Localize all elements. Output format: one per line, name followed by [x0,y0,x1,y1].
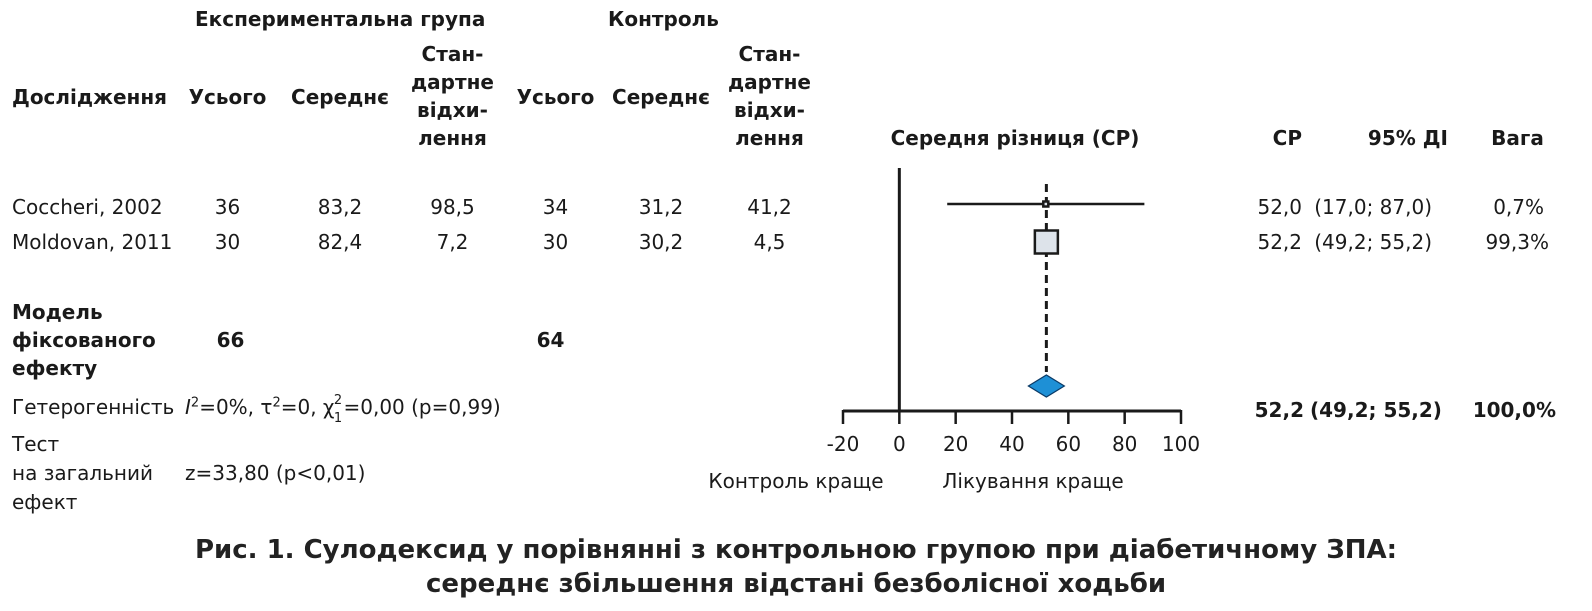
i2-symbol: I [185,395,191,419]
col-header-sd-exp-4: лення [418,126,487,150]
fixed-model-md: 52,2 [1254,398,1304,422]
row-2-sd-ctrl: 4,5 [753,230,786,254]
row-1-weight: 0,7% [1493,195,1544,219]
col-header-sd-ctrl-2: дартне [728,70,811,94]
x-tick-label: -20 [827,432,860,456]
study-estimate-box [1042,200,1050,208]
col-header-plot: Середня різниця (СР) [890,126,1140,150]
pooled-diamond [1027,374,1066,398]
x-tick-label: 100 [1162,432,1200,456]
col-header-mean-exp: Середнє [291,85,389,109]
overall-test-label-1: Тест [12,432,60,456]
col-header-sd-ctrl-4: лення [735,126,804,150]
fixed-model-label-2: фіксованого [12,328,156,352]
col-header-sd-ctrl-1: Стан- [738,42,801,66]
row-1-total-exp: 36 [214,195,241,219]
chi-value: =0,00 (p=0,99) [343,395,501,419]
col-header-total-exp: Усього [188,85,267,109]
x-tick-label: 80 [1112,432,1137,456]
i2-sup: 2 [190,395,200,411]
figure-caption-line-2: середнє збільшення відстані безболісної … [425,569,1167,599]
overall-test-label-3: ефект [12,490,78,514]
i2-value: =0%, [199,395,255,419]
col-header-study: Дослідження [12,85,168,109]
row-1-mean-ctrl: 31,2 [638,195,684,219]
study-estimate-box [1033,229,1060,255]
row-1-ci: (17,0; 87,0) [1314,195,1432,219]
fixed-model-total-exp: 66 [216,328,245,352]
chi-sub: 1 [333,411,343,426]
fixed-model-weight: 100,0% [1472,398,1556,422]
col-header-sd-exp-2: дартне [411,70,494,94]
fixed-model-label-3: ефекту [12,356,98,380]
row-2-sd-exp: 7,2 [436,230,469,254]
experimental-group-header: Експериментальна група [195,7,486,31]
row-2-weight: 99,3% [1485,230,1549,254]
col-header-total-ctrl: Усього [516,85,595,109]
col-header-sd-exp-1: Стан- [421,42,484,66]
col-header-sd-ctrl-3: відхи- [734,98,805,122]
right-direction-label: Лікування краще [942,469,1123,493]
x-tick-label: 0 [893,432,906,456]
fixed-model-label-1: Модель [12,300,103,324]
left-direction-label: Контроль краще [708,469,883,493]
row-1-total-ctrl: 34 [542,195,569,219]
chi-symbol: χ [322,395,335,419]
tau-symbol: τ [260,395,273,419]
row-1-study: Coccheri, 2002 [12,195,163,219]
row-1-sd-ctrl: 41,2 [747,195,792,219]
tau-value: =0, [280,395,317,419]
row-1-sd-exp: 98,5 [430,195,475,219]
col-header-ci: 95% ДІ [1367,126,1448,150]
fixed-model-ci: (49,2; 55,2) [1310,398,1442,422]
row-2-md: 52,2 [1257,230,1302,254]
control-group-header: Контроль [608,7,719,31]
row-2-ci: (49,2; 55,2) [1314,230,1432,254]
row-2-total-ctrl: 30 [542,230,569,254]
heterogeneity-stats: I2=0%, τ2=0, χ 2 1 =0,00 (p=0,99) [185,393,501,426]
col-header-md: СР [1272,126,1302,150]
figure-caption-line-1: Рис. 1. Сулодексид у порівнянні з контро… [194,535,1398,565]
x-tick-label: 60 [1056,432,1081,456]
fixed-model-total-ctrl: 64 [536,328,565,352]
col-header-sd-exp-3: відхи- [417,98,488,122]
row-2-mean-exp: 82,4 [317,230,363,254]
row-2-study: Moldovan, 2011 [12,230,173,254]
x-tick-label: 20 [943,432,968,456]
col-header-weight: Вага [1491,126,1544,150]
row-2-mean-ctrl: 30,2 [638,230,684,254]
row-1-mean-exp: 83,2 [317,195,363,219]
row-2-total-exp: 30 [214,230,241,254]
tau-sup: 2 [272,395,281,411]
row-1-md: 52,0 [1257,195,1302,219]
chi-sup: 2 [333,393,343,408]
col-header-mean-ctrl: Середнє [612,85,710,109]
overall-test-label-2: на загальний [12,461,153,485]
x-tick-label: 40 [999,432,1024,456]
overall-test-value: z=33,80 (p<0,01) [185,461,366,485]
heterogeneity-label: Гетерогенність [12,395,175,419]
